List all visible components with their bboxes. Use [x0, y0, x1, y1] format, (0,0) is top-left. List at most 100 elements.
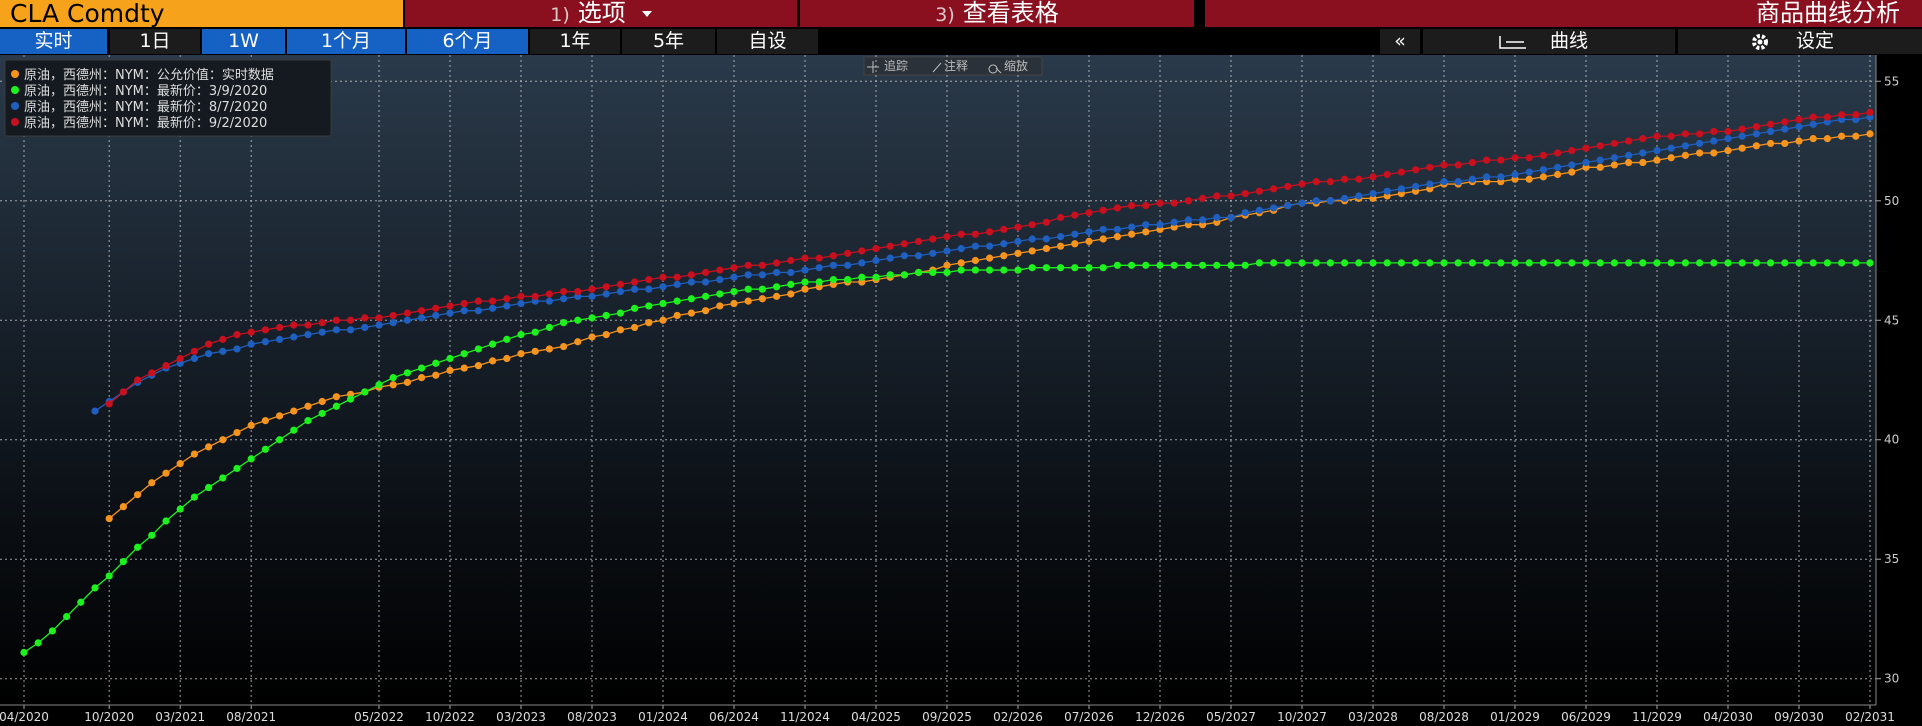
data-point	[858, 259, 866, 267]
data-point	[1738, 125, 1746, 133]
data-point	[943, 247, 951, 255]
data-point	[1639, 259, 1647, 267]
data-point	[687, 295, 696, 303]
data-point	[1525, 259, 1533, 267]
data-point	[1099, 225, 1107, 234]
data-point	[48, 627, 57, 635]
table-view-button[interactable]: 3) 查看表格	[800, 0, 1194, 27]
data-point	[957, 230, 965, 238]
curve-button[interactable]: 曲线	[1423, 29, 1675, 54]
range-button[interactable]: 自设	[717, 29, 818, 54]
range-button[interactable]: 1日	[110, 29, 200, 54]
data-point	[787, 268, 795, 277]
legend-marker	[11, 102, 19, 110]
ticker-field[interactable]: CLA Comdty	[0, 0, 403, 27]
data-point	[844, 276, 852, 284]
data-point	[1596, 163, 1604, 171]
data-point	[389, 319, 397, 327]
data-point	[1426, 259, 1434, 267]
data-point	[1241, 261, 1249, 269]
data-point	[489, 304, 497, 312]
data-point	[332, 393, 340, 401]
range-button[interactable]: 5年	[622, 29, 715, 54]
x-tick-label: 05/2022	[354, 710, 404, 724]
data-point	[1497, 156, 1505, 164]
x-tick-label: 08/2023	[567, 710, 617, 724]
data-point	[1681, 130, 1689, 138]
data-point	[687, 271, 696, 279]
data-point	[162, 469, 170, 477]
data-point	[1809, 120, 1817, 128]
data-point	[1710, 149, 1718, 157]
data-point	[560, 295, 568, 303]
data-point	[1312, 259, 1320, 267]
data-point	[1071, 211, 1079, 219]
data-point	[1326, 259, 1334, 267]
data-point	[758, 285, 767, 293]
settings-button[interactable]: 设定	[1678, 29, 1922, 54]
data-point	[815, 254, 823, 262]
collapse-button[interactable]: «	[1380, 29, 1420, 54]
tool-label[interactable]: 缩放	[1004, 58, 1028, 73]
data-point	[616, 309, 625, 317]
data-point	[219, 436, 227, 444]
data-point	[1213, 261, 1221, 269]
data-point	[503, 302, 511, 310]
data-point	[1440, 178, 1448, 186]
data-point	[1838, 132, 1846, 140]
range-button[interactable]: 1个月	[287, 29, 405, 54]
data-point	[900, 252, 909, 260]
data-point	[1156, 199, 1164, 207]
y-tick-label: 40	[1884, 433, 1899, 447]
data-point	[148, 369, 156, 377]
x-tick-label: 10/2022	[425, 710, 475, 724]
data-point	[176, 505, 184, 513]
data-point	[773, 259, 781, 267]
data-point	[1866, 130, 1874, 138]
data-point	[1667, 259, 1675, 267]
data-point	[716, 290, 724, 298]
x-tick-label: 03/2028	[1348, 710, 1398, 724]
data-point	[1795, 259, 1803, 267]
data-point	[1568, 259, 1576, 267]
data-point	[332, 326, 340, 334]
data-point	[872, 273, 880, 281]
range-button[interactable]: 1W	[202, 29, 285, 54]
options-menu[interactable]: 1) 选项	[405, 0, 797, 27]
data-point	[1213, 192, 1221, 200]
legend: 原油，西德州：NYM：公允价值：实时数据原油，西德州：NYM：最新价：3/9/2…	[4, 59, 332, 137]
data-point	[1610, 161, 1618, 169]
data-point	[1270, 185, 1278, 193]
data-point	[304, 402, 312, 410]
data-point	[247, 328, 255, 336]
series	[91, 113, 1874, 415]
tool-label[interactable]: 追踪	[884, 58, 908, 73]
range-button[interactable]: 实时	[0, 29, 107, 54]
data-point	[886, 271, 894, 279]
data-point	[347, 326, 355, 334]
data-point	[1724, 146, 1732, 155]
data-point	[347, 316, 355, 324]
data-point	[915, 252, 923, 260]
data-point	[1596, 156, 1604, 164]
range-button[interactable]: 6个月	[407, 29, 528, 54]
data-point	[1142, 228, 1150, 236]
data-point	[1128, 223, 1136, 231]
data-point	[829, 276, 838, 284]
data-point	[872, 244, 880, 253]
data-point	[645, 285, 653, 293]
data-point	[687, 278, 696, 286]
data-point	[1355, 259, 1363, 267]
x-tick-label: 02/2026	[993, 710, 1043, 724]
data-point	[1085, 237, 1093, 245]
data-point	[1539, 173, 1547, 181]
tool-icons	[867, 61, 1002, 74]
data-point	[1653, 146, 1661, 155]
data-point	[787, 256, 795, 265]
tool-label[interactable]: 注释	[944, 58, 968, 73]
range-button[interactable]: 1年	[530, 29, 620, 54]
data-point	[77, 598, 85, 606]
data-point	[986, 242, 994, 250]
x-tick-label: 06/2029	[1561, 710, 1611, 724]
data-point	[34, 639, 42, 647]
